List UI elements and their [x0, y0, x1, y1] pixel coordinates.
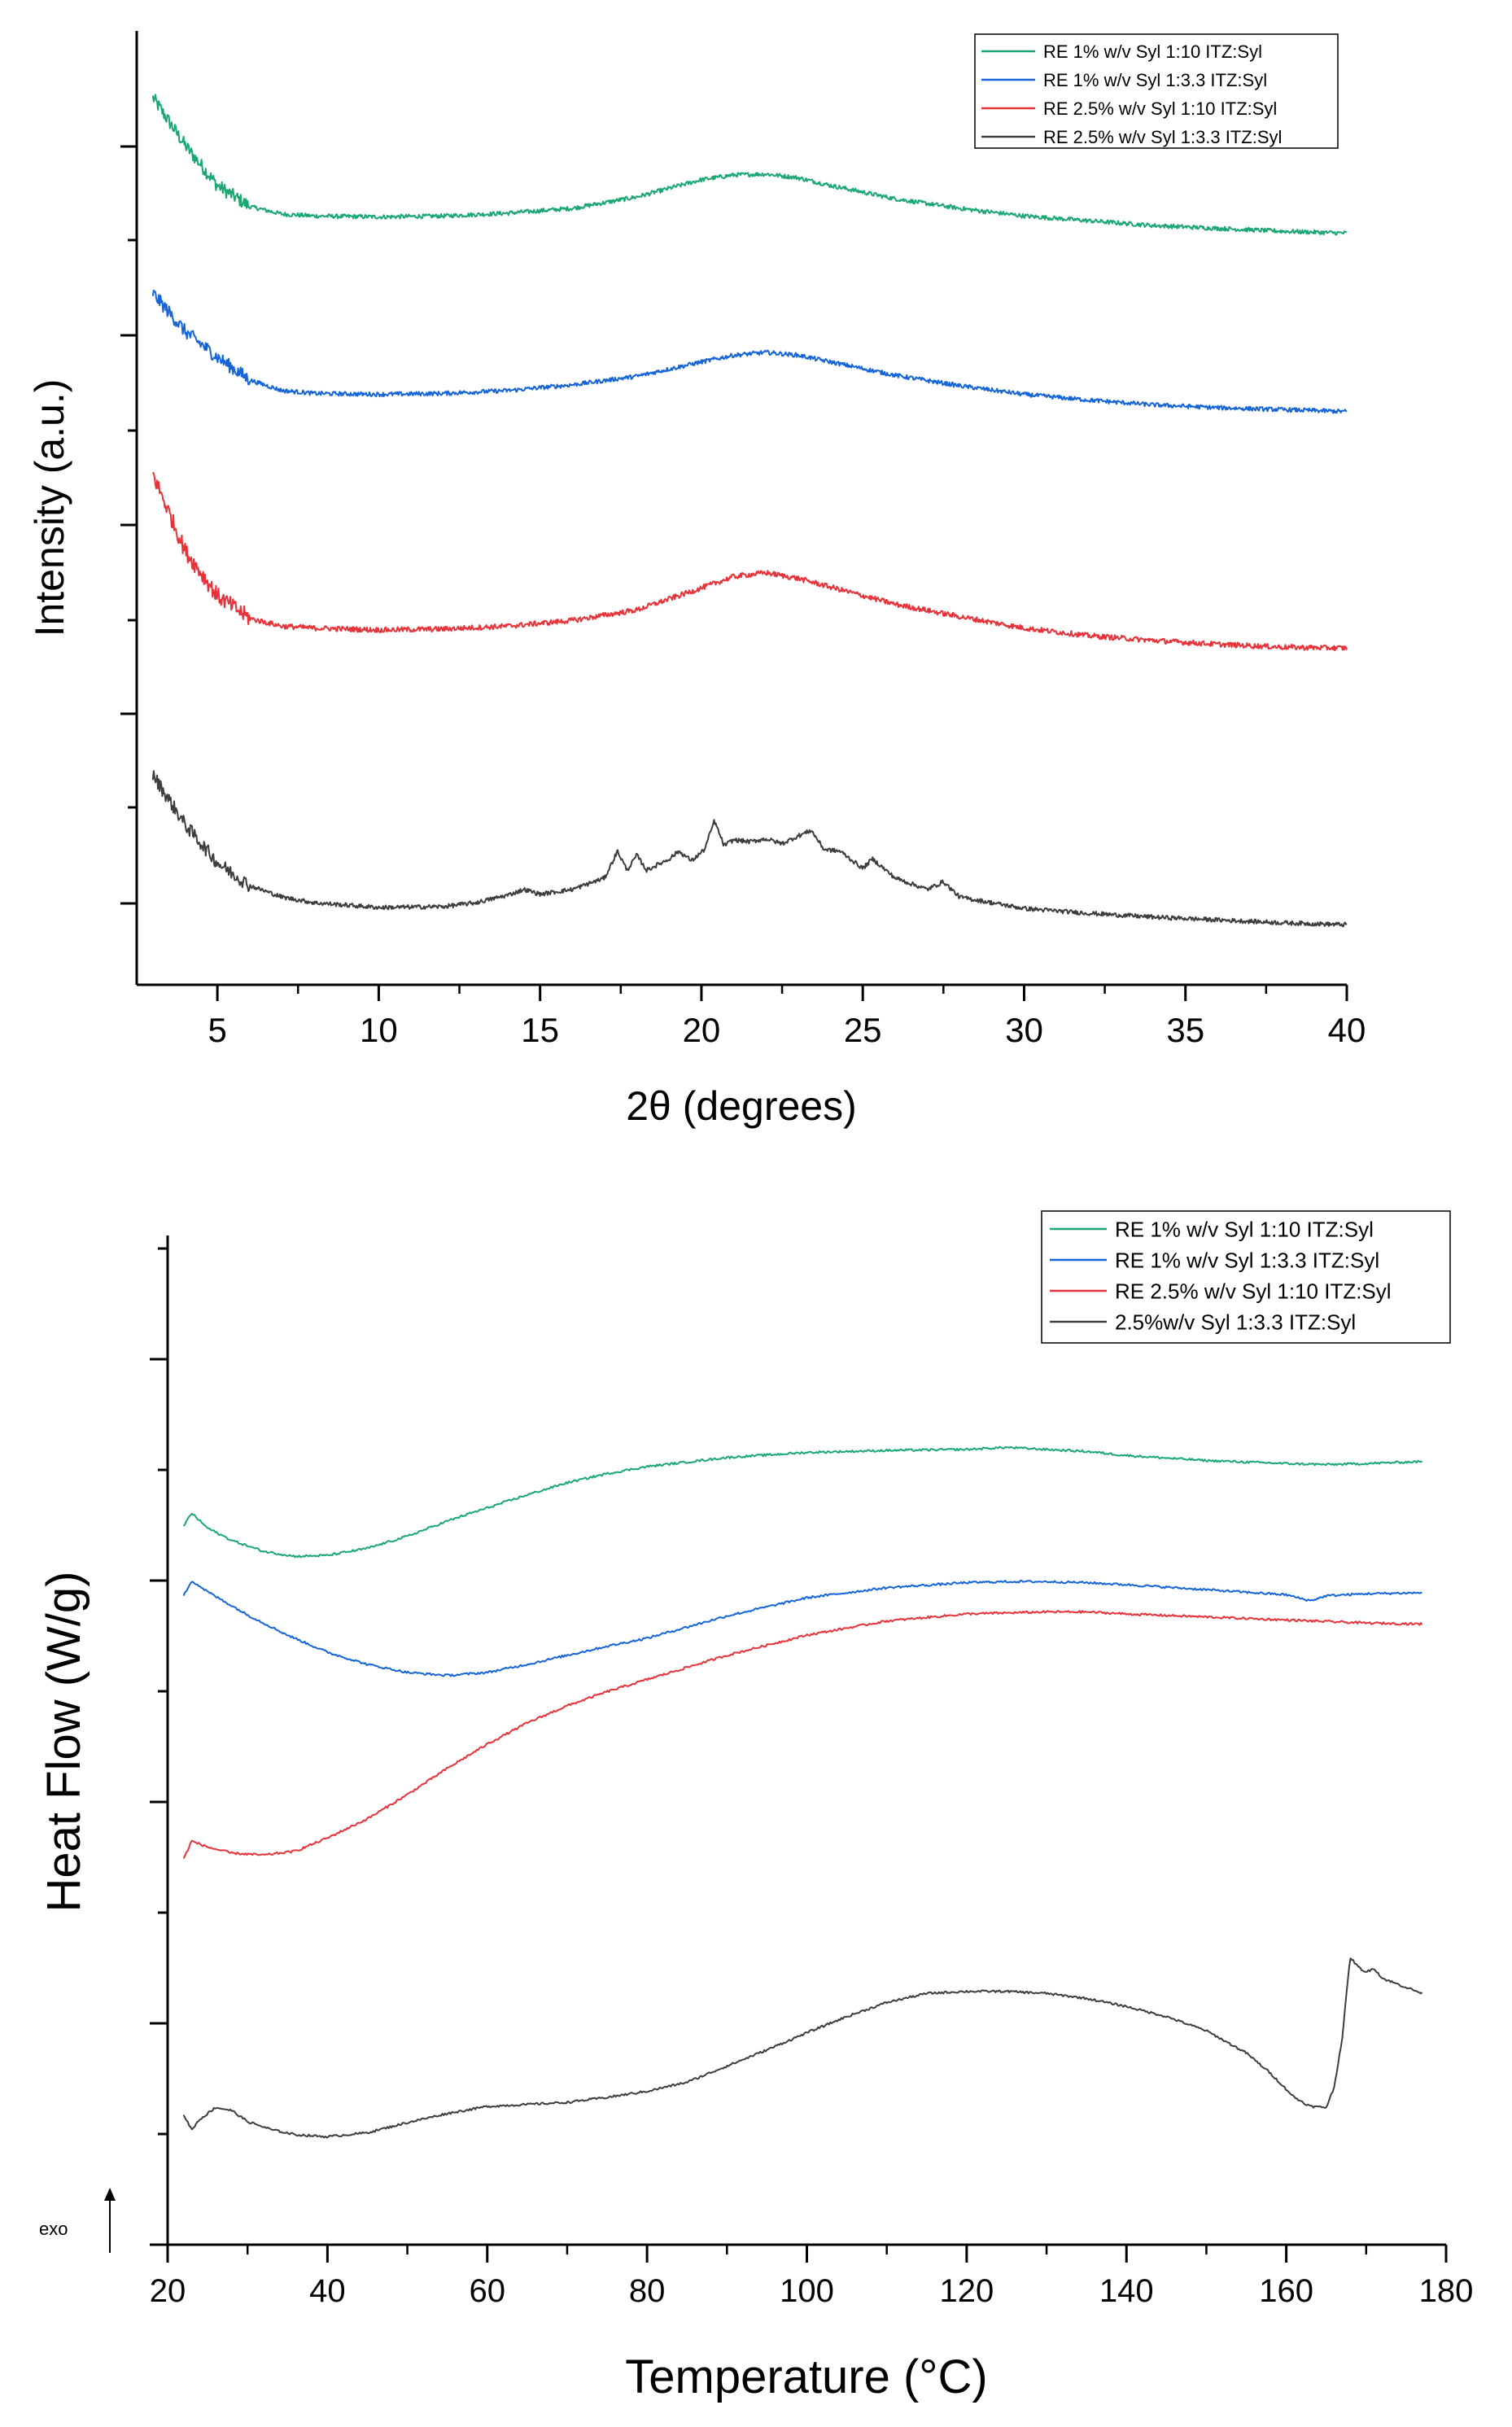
- dsc-y-axis-title: Heat Flow (W/g): [37, 1572, 90, 1913]
- xrd-series-line-2: [151, 289, 1348, 414]
- xrd-series-line-4: [151, 770, 1348, 928]
- xrd-x-tick-label: 10: [360, 1011, 398, 1049]
- xrd-x-tick-label: 40: [1328, 1011, 1366, 1049]
- xrd-series-line-1: [151, 94, 1347, 236]
- dsc-x-tick-label: 60: [470, 2273, 506, 2309]
- dsc-x-tick-label: 80: [629, 2273, 666, 2309]
- dsc-x-tick-label: 20: [150, 2273, 186, 2309]
- dsc-x-tick-labels: 20 40 60 80 100 120 140 160 180: [150, 2273, 1474, 2309]
- dsc-x-tick-label: 140: [1099, 2273, 1154, 2309]
- xrd-x-tick-label: 25: [844, 1011, 882, 1049]
- dsc-y-ticks: [150, 1247, 168, 2246]
- xrd-x-tick-label: 20: [683, 1011, 721, 1049]
- dsc-series-group: [182, 1445, 1423, 2139]
- dsc-chart: 20 40 60 80 100 120 140 160 180 Temperature (°C)…: [37, 1210, 1474, 2403]
- dsc-exo-arrow-head: [104, 2188, 116, 2201]
- dsc-x-tick-label: 100: [780, 2273, 834, 2309]
- xrd-x-tick-labels: 5 10 15 20 25 30 35 40: [208, 1011, 1366, 1049]
- xrd-legend-label-1: RE 1% w/v Syl 1:10 ITZ:Syl: [1043, 42, 1262, 62]
- dsc-x-tick-label: 120: [940, 2273, 994, 2309]
- xrd-x-axis-title: 2θ (degrees): [626, 1083, 857, 1129]
- xrd-x-tick-label: 35: [1166, 1011, 1204, 1049]
- dsc-x-tick-label: 160: [1259, 2273, 1313, 2309]
- dsc-series-line-1: [182, 1445, 1423, 1559]
- dsc-legend-label-3: RE 2.5% w/v Syl 1:10 ITZ:Syl: [1115, 1279, 1392, 1303]
- dsc-x-ticks: [166, 2245, 1448, 2263]
- xrd-chart: 5 10 15 20 25 30 35 40 2θ (degrees) Intensity (…: [27, 31, 1366, 1129]
- xrd-legend-box: [974, 33, 1339, 149]
- xrd-x-tick-label: 15: [521, 1011, 559, 1049]
- dsc-series-line-4: [182, 1957, 1423, 2139]
- xrd-legend-label-4: RE 2.5% w/v Syl 1:3.3 ITZ:Syl: [1043, 127, 1282, 147]
- xrd-legend-label-3: RE 2.5% w/v Syl 1:10 ITZ:Syl: [1043, 98, 1277, 119]
- xrd-legend-label-2: RE 1% w/v Syl 1:3.3 ITZ:Syl: [1043, 70, 1267, 90]
- xrd-y-ticks: [120, 145, 137, 905]
- dsc-x-tick-label: 180: [1419, 2273, 1474, 2309]
- dsc-legend-label-2: RE 1% w/v Syl 1:3.3 ITZ:Syl: [1115, 1248, 1379, 1272]
- dsc-series-line-2: [182, 1580, 1422, 1677]
- xrd-series-group: [151, 94, 1348, 928]
- dsc-legend-label-1: RE 1% w/v Syl 1:10 ITZ:Syl: [1115, 1217, 1374, 1241]
- xrd-series-line-3: [151, 471, 1348, 652]
- dsc-x-tick-label: 40: [309, 2273, 346, 2309]
- xrd-x-ticks: [216, 985, 1348, 1001]
- dsc-legend-box: [1041, 1210, 1451, 1344]
- dsc-legend: RE 1% w/v Syl 1:10 ITZ:Syl RE 1% w/v Syl …: [1041, 1210, 1451, 1344]
- dsc-exo-annotation: exo: [39, 2188, 116, 2253]
- xrd-legend: RE 1% w/v Syl 1:10 ITZ:Syl RE 1% w/v Syl …: [974, 33, 1339, 149]
- xrd-x-tick-label: 30: [1005, 1011, 1043, 1049]
- dsc-x-axis-title: Temperature (°C): [625, 2350, 987, 2403]
- xrd-y-axis-title: Intensity (a.u.): [27, 379, 72, 637]
- dsc-legend-label-4: 2.5%w/v Syl 1:3.3 ITZ:Syl: [1115, 1310, 1356, 1334]
- dsc-series-line-3: [182, 1610, 1423, 1859]
- dsc-exo-label: exo: [39, 2219, 68, 2239]
- xrd-x-tick-label: 5: [208, 1011, 226, 1049]
